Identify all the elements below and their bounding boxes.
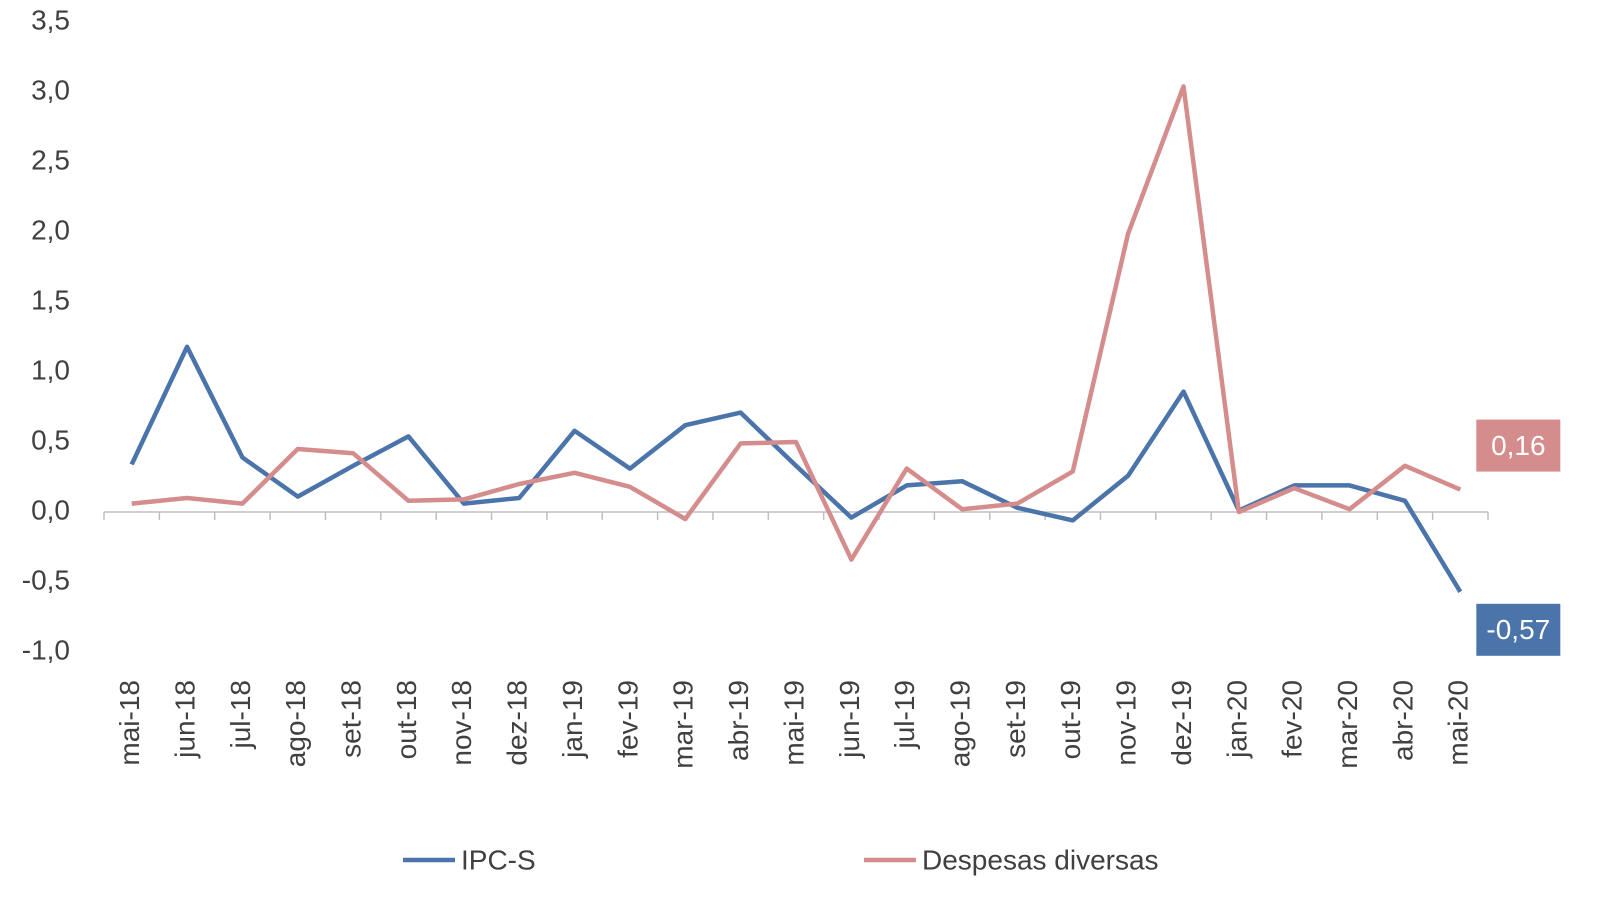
x-tick-label: out-18 (391, 680, 422, 759)
x-tick-label: mar-19 (668, 680, 699, 769)
x-tick-label: jul-19 (889, 680, 920, 749)
y-tick-label: -1,0 (22, 634, 70, 665)
legend-label: IPC-S (461, 844, 536, 875)
data-label-box (1476, 419, 1561, 472)
x-tick-label: out-19 (1055, 680, 1086, 759)
series-line (131, 84, 1462, 562)
x-tick-label: abr-20 (1387, 680, 1418, 761)
y-tick-label: -0,5 (22, 564, 70, 595)
y-tick-label: 1,5 (31, 284, 70, 315)
x-tick-label: mar-20 (1332, 680, 1363, 769)
x-tick-label: dez-18 (502, 680, 533, 766)
y-tick-label: 2,0 (31, 214, 70, 245)
x-tick-label: mai-19 (778, 680, 809, 766)
x-tick-label: mai-18 (114, 680, 145, 766)
x-tick-label: abr-19 (723, 680, 754, 761)
x-tick-label: jan-19 (557, 680, 588, 759)
legend-label: Despesas diversas (922, 844, 1159, 875)
y-tick-label: 1,0 (31, 354, 70, 385)
x-tick-label: jun-19 (834, 680, 865, 759)
data-label: -0,57 (1486, 614, 1550, 645)
x-tick-label: mai-20 (1443, 680, 1474, 766)
series-line (129, 344, 1463, 593)
x-tick-label: set-18 (336, 680, 367, 758)
x-tick-label: nov-19 (1111, 680, 1142, 766)
x-tick-label: dez-19 (1166, 680, 1197, 766)
x-tick-label: fev-19 (612, 680, 643, 758)
x-tick-label: ago-18 (280, 680, 311, 767)
x-tick-label: jun-18 (169, 680, 200, 759)
x-tick-label: ago-19 (944, 680, 975, 767)
x-tick-label: set-19 (1000, 680, 1031, 758)
x-tick-label: fev-20 (1277, 680, 1308, 758)
data-label-box (1476, 603, 1561, 656)
x-tick-label: jul-18 (225, 680, 256, 749)
y-tick-label: 3,0 (31, 74, 70, 105)
y-tick-label: 0,0 (31, 494, 70, 525)
data-label: 0,16 (1491, 430, 1546, 461)
y-tick-label: 2,5 (31, 144, 70, 175)
x-tick-label: jan-20 (1221, 680, 1252, 759)
x-tick-label: nov-18 (446, 680, 477, 766)
y-tick-label: 0,5 (31, 424, 70, 455)
y-tick-label: 3,5 (31, 4, 70, 35)
